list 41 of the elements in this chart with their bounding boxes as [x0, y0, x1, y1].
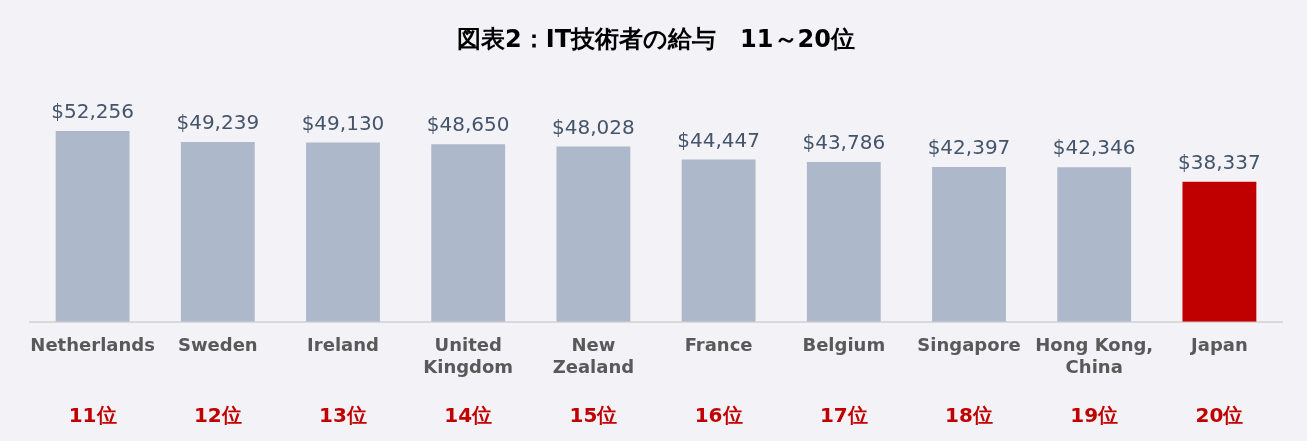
- bar: [55, 131, 130, 322]
- x-tick-label: Singapore: [917, 334, 1021, 356]
- text: 15位: [569, 403, 618, 428]
- x-tick-label: Hong Kong, China: [1035, 334, 1154, 377]
- text: 19位: [1070, 403, 1119, 428]
- x-tick-label: United Kingdom: [423, 334, 514, 377]
- data-label: $42,397: [927, 135, 1011, 160]
- data-label: $42,346: [1052, 135, 1136, 160]
- chart-title: 図表2：IT技術者の給与 11～20位: [457, 24, 855, 53]
- bar: [306, 142, 380, 322]
- bar: [681, 159, 756, 322]
- bar: [932, 167, 1006, 322]
- data-label: $38,337: [1178, 150, 1261, 175]
- bar: [806, 161, 881, 322]
- bar: [180, 142, 255, 322]
- data-label: $44,447: [677, 127, 760, 152]
- x-tick-label: New Zealand: [552, 334, 635, 377]
- data-label: $49,130: [301, 110, 385, 135]
- x-tick-label: Netherlands: [30, 334, 155, 356]
- data-label: $48,028: [552, 114, 635, 139]
- text: 18位: [945, 403, 993, 428]
- x-tick-label: France: [684, 334, 753, 356]
- bar: [431, 144, 506, 322]
- bar: [556, 146, 631, 322]
- text: 11位: [68, 403, 117, 428]
- text: 13位: [319, 403, 367, 428]
- x-tick-label: Belgium: [802, 334, 886, 356]
- data-label: $52,256: [51, 99, 134, 124]
- text: 20位: [1195, 403, 1244, 428]
- bar: [1182, 181, 1257, 322]
- x-tick-label: Japan: [1189, 334, 1248, 356]
- x-tick-label: Ireland: [307, 334, 379, 356]
- text: 12位: [193, 403, 242, 428]
- text: 17位: [819, 403, 868, 428]
- data-label: $43,786: [802, 130, 886, 155]
- x-tick-label: Sweden: [177, 334, 258, 356]
- text: 14位: [444, 403, 493, 428]
- data-label: $49,239: [176, 110, 260, 135]
- bar: [1057, 167, 1132, 322]
- data-label: $48,650: [426, 112, 510, 137]
- text: 16位: [694, 403, 743, 428]
